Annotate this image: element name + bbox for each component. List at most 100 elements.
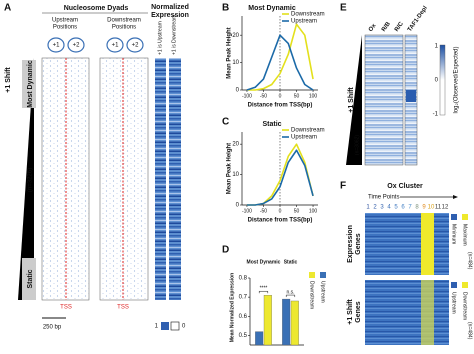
legend-label: Upstream xyxy=(451,292,457,314)
time-point: 2 xyxy=(373,205,377,211)
bar xyxy=(282,298,291,346)
heatmap-band xyxy=(406,90,416,102)
legend-label: Upstream xyxy=(320,281,326,303)
panel-title: Normalized xyxy=(151,4,189,11)
legend-label: 1 xyxy=(155,324,159,330)
label: Positions xyxy=(112,25,136,31)
expression-column xyxy=(169,58,181,300)
column-label: Ox xyxy=(368,23,378,34)
row-label: Expression xyxy=(347,225,354,263)
y-tick-label: 20 xyxy=(232,142,239,148)
time-point: 4 xyxy=(387,205,391,211)
time-point: 11 xyxy=(435,205,442,211)
x-tick-label: -50 xyxy=(260,208,267,214)
colorbar-label: log₂(Observed/Expected) xyxy=(454,46,460,113)
x-tick-label: -50 xyxy=(260,93,267,99)
legend-label: Upstream xyxy=(291,19,317,25)
legend-swatch xyxy=(170,321,180,331)
tss-label: TSS xyxy=(117,305,129,311)
x-tick-label: 100 xyxy=(309,93,318,99)
line-series xyxy=(246,149,314,206)
nucleosome xyxy=(47,37,65,53)
bar xyxy=(290,300,299,346)
x-tick-label: 100 xyxy=(309,208,318,214)
nucleosome xyxy=(67,37,85,53)
chart-title: Static xyxy=(262,121,281,128)
y-tick-label: 0.5 xyxy=(239,333,248,339)
legend-swatch xyxy=(451,214,457,220)
x-tick-label: 0 xyxy=(279,93,282,99)
count: (n=3226) xyxy=(28,168,34,192)
legend-label: Maximum xyxy=(462,224,468,246)
panel-letter: C xyxy=(222,117,229,128)
heatmap xyxy=(99,57,149,301)
heatmap xyxy=(365,280,449,345)
x-tick-label: 0 xyxy=(279,208,282,214)
time-point: 7 xyxy=(408,205,412,211)
column-label: +1 is Upstream xyxy=(157,21,163,55)
axis-label: Time Points xyxy=(368,195,399,201)
nucleosome-label: +2 xyxy=(73,43,81,49)
column-label: R/C xyxy=(394,21,405,33)
arrow-head xyxy=(453,195,458,199)
time-point: 8 xyxy=(415,205,419,211)
tss-label: TSS xyxy=(60,305,72,311)
legend-label: Downstream xyxy=(462,292,468,320)
x-axis-label: Distance from TSS(bp) xyxy=(248,103,313,109)
column-label: +1 is Downstream xyxy=(171,15,177,55)
panel-title: Expression xyxy=(151,12,189,19)
scale-label: 250 bp xyxy=(43,325,62,331)
legend-swatch xyxy=(451,282,457,288)
y-tick-label: 20 xyxy=(232,33,239,39)
legend-label: Downstream xyxy=(291,12,325,18)
label: Positions xyxy=(53,25,77,31)
category-label: Most Dynamic xyxy=(247,259,281,265)
label: Upstream xyxy=(52,18,78,24)
colorbar-tick: -1 xyxy=(433,112,439,118)
nucleosome-label: +1 xyxy=(53,43,61,49)
group-box xyxy=(22,60,36,108)
panel-letter: A xyxy=(4,3,11,14)
time-point: 9 xyxy=(422,205,426,211)
y-axis-label: Mean Normalized Expression xyxy=(229,273,235,342)
legend-swatch xyxy=(320,272,326,278)
significance-bracket xyxy=(258,290,269,294)
panel-letter: B xyxy=(222,3,229,14)
row-label: Genes xyxy=(355,301,362,323)
legend-label: Upstream xyxy=(291,135,317,141)
y-axis-label: Mean Peak Height xyxy=(227,27,233,78)
annotation: n.s. xyxy=(286,289,294,295)
nucleosome-label: +1 xyxy=(112,43,120,49)
legend-label: (n=484) xyxy=(467,252,473,270)
legend-swatch xyxy=(462,214,468,220)
time-point: 10 xyxy=(428,205,435,211)
legend-label: 0 xyxy=(182,324,186,330)
bar xyxy=(255,331,264,346)
legend-label: Downstream xyxy=(309,281,315,309)
chart-title: Most Dynamic xyxy=(248,5,296,12)
nucleosome xyxy=(106,37,124,53)
annotation: **** xyxy=(260,286,268,292)
y-tick-label: 10 xyxy=(232,60,239,66)
y-tick-label: 0.7 xyxy=(239,295,248,301)
row-label: Genes xyxy=(355,233,362,255)
panel-letter: F xyxy=(340,181,346,192)
bar xyxy=(263,295,272,346)
time-point: 1 xyxy=(366,205,370,211)
group-box xyxy=(22,258,36,300)
panel-title: Nucleosome Dyads xyxy=(64,5,129,12)
colorbar-tick: 0 xyxy=(435,78,439,84)
legend-label: Downstream xyxy=(291,128,325,134)
axis-label: +1 Shift xyxy=(348,87,355,113)
colorbar xyxy=(439,44,446,116)
legend-swatch xyxy=(309,272,315,278)
x-tick-label: 50 xyxy=(294,93,300,99)
x-tick-label: -100 xyxy=(242,208,252,214)
significance-bracket xyxy=(285,294,296,298)
legend-label: (n=484) xyxy=(467,322,473,340)
line-series xyxy=(246,34,314,91)
count: (n=3062) xyxy=(354,135,360,155)
time-point: 6 xyxy=(401,205,405,211)
y-tick-label: 0.6 xyxy=(239,314,248,320)
